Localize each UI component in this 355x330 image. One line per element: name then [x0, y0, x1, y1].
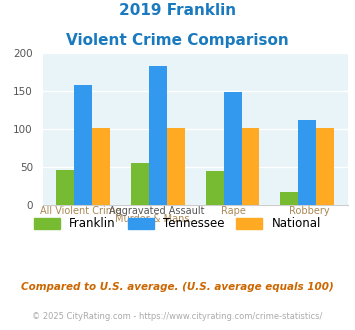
Bar	[75, 85, 92, 205]
Text: Robbery: Robbery	[289, 206, 330, 216]
Bar	[92, 128, 110, 205]
Text: Compared to U.S. average. (U.S. average equals 100): Compared to U.S. average. (U.S. average …	[21, 282, 334, 292]
Legend: Franklin, Tennessee, National: Franklin, Tennessee, National	[29, 213, 326, 235]
Text: Violent Crime Comparison: Violent Crime Comparison	[66, 33, 289, 48]
Text: Murder & Mans...: Murder & Mans...	[115, 214, 199, 224]
Bar	[167, 128, 185, 205]
Text: Aggravated Assault: Aggravated Assault	[109, 206, 205, 216]
Bar	[149, 66, 167, 205]
Bar	[298, 120, 316, 205]
Text: 2019 Franklin: 2019 Franklin	[119, 3, 236, 18]
Bar	[131, 163, 149, 205]
Bar	[56, 170, 75, 205]
Text: Rape: Rape	[221, 206, 246, 216]
Bar	[280, 192, 298, 205]
Bar	[241, 128, 260, 205]
Bar	[316, 128, 334, 205]
Text: © 2025 CityRating.com - https://www.cityrating.com/crime-statistics/: © 2025 CityRating.com - https://www.city…	[32, 312, 323, 321]
Bar	[224, 92, 241, 205]
Text: All Violent Crime: All Violent Crime	[40, 206, 121, 216]
Bar	[206, 171, 224, 205]
